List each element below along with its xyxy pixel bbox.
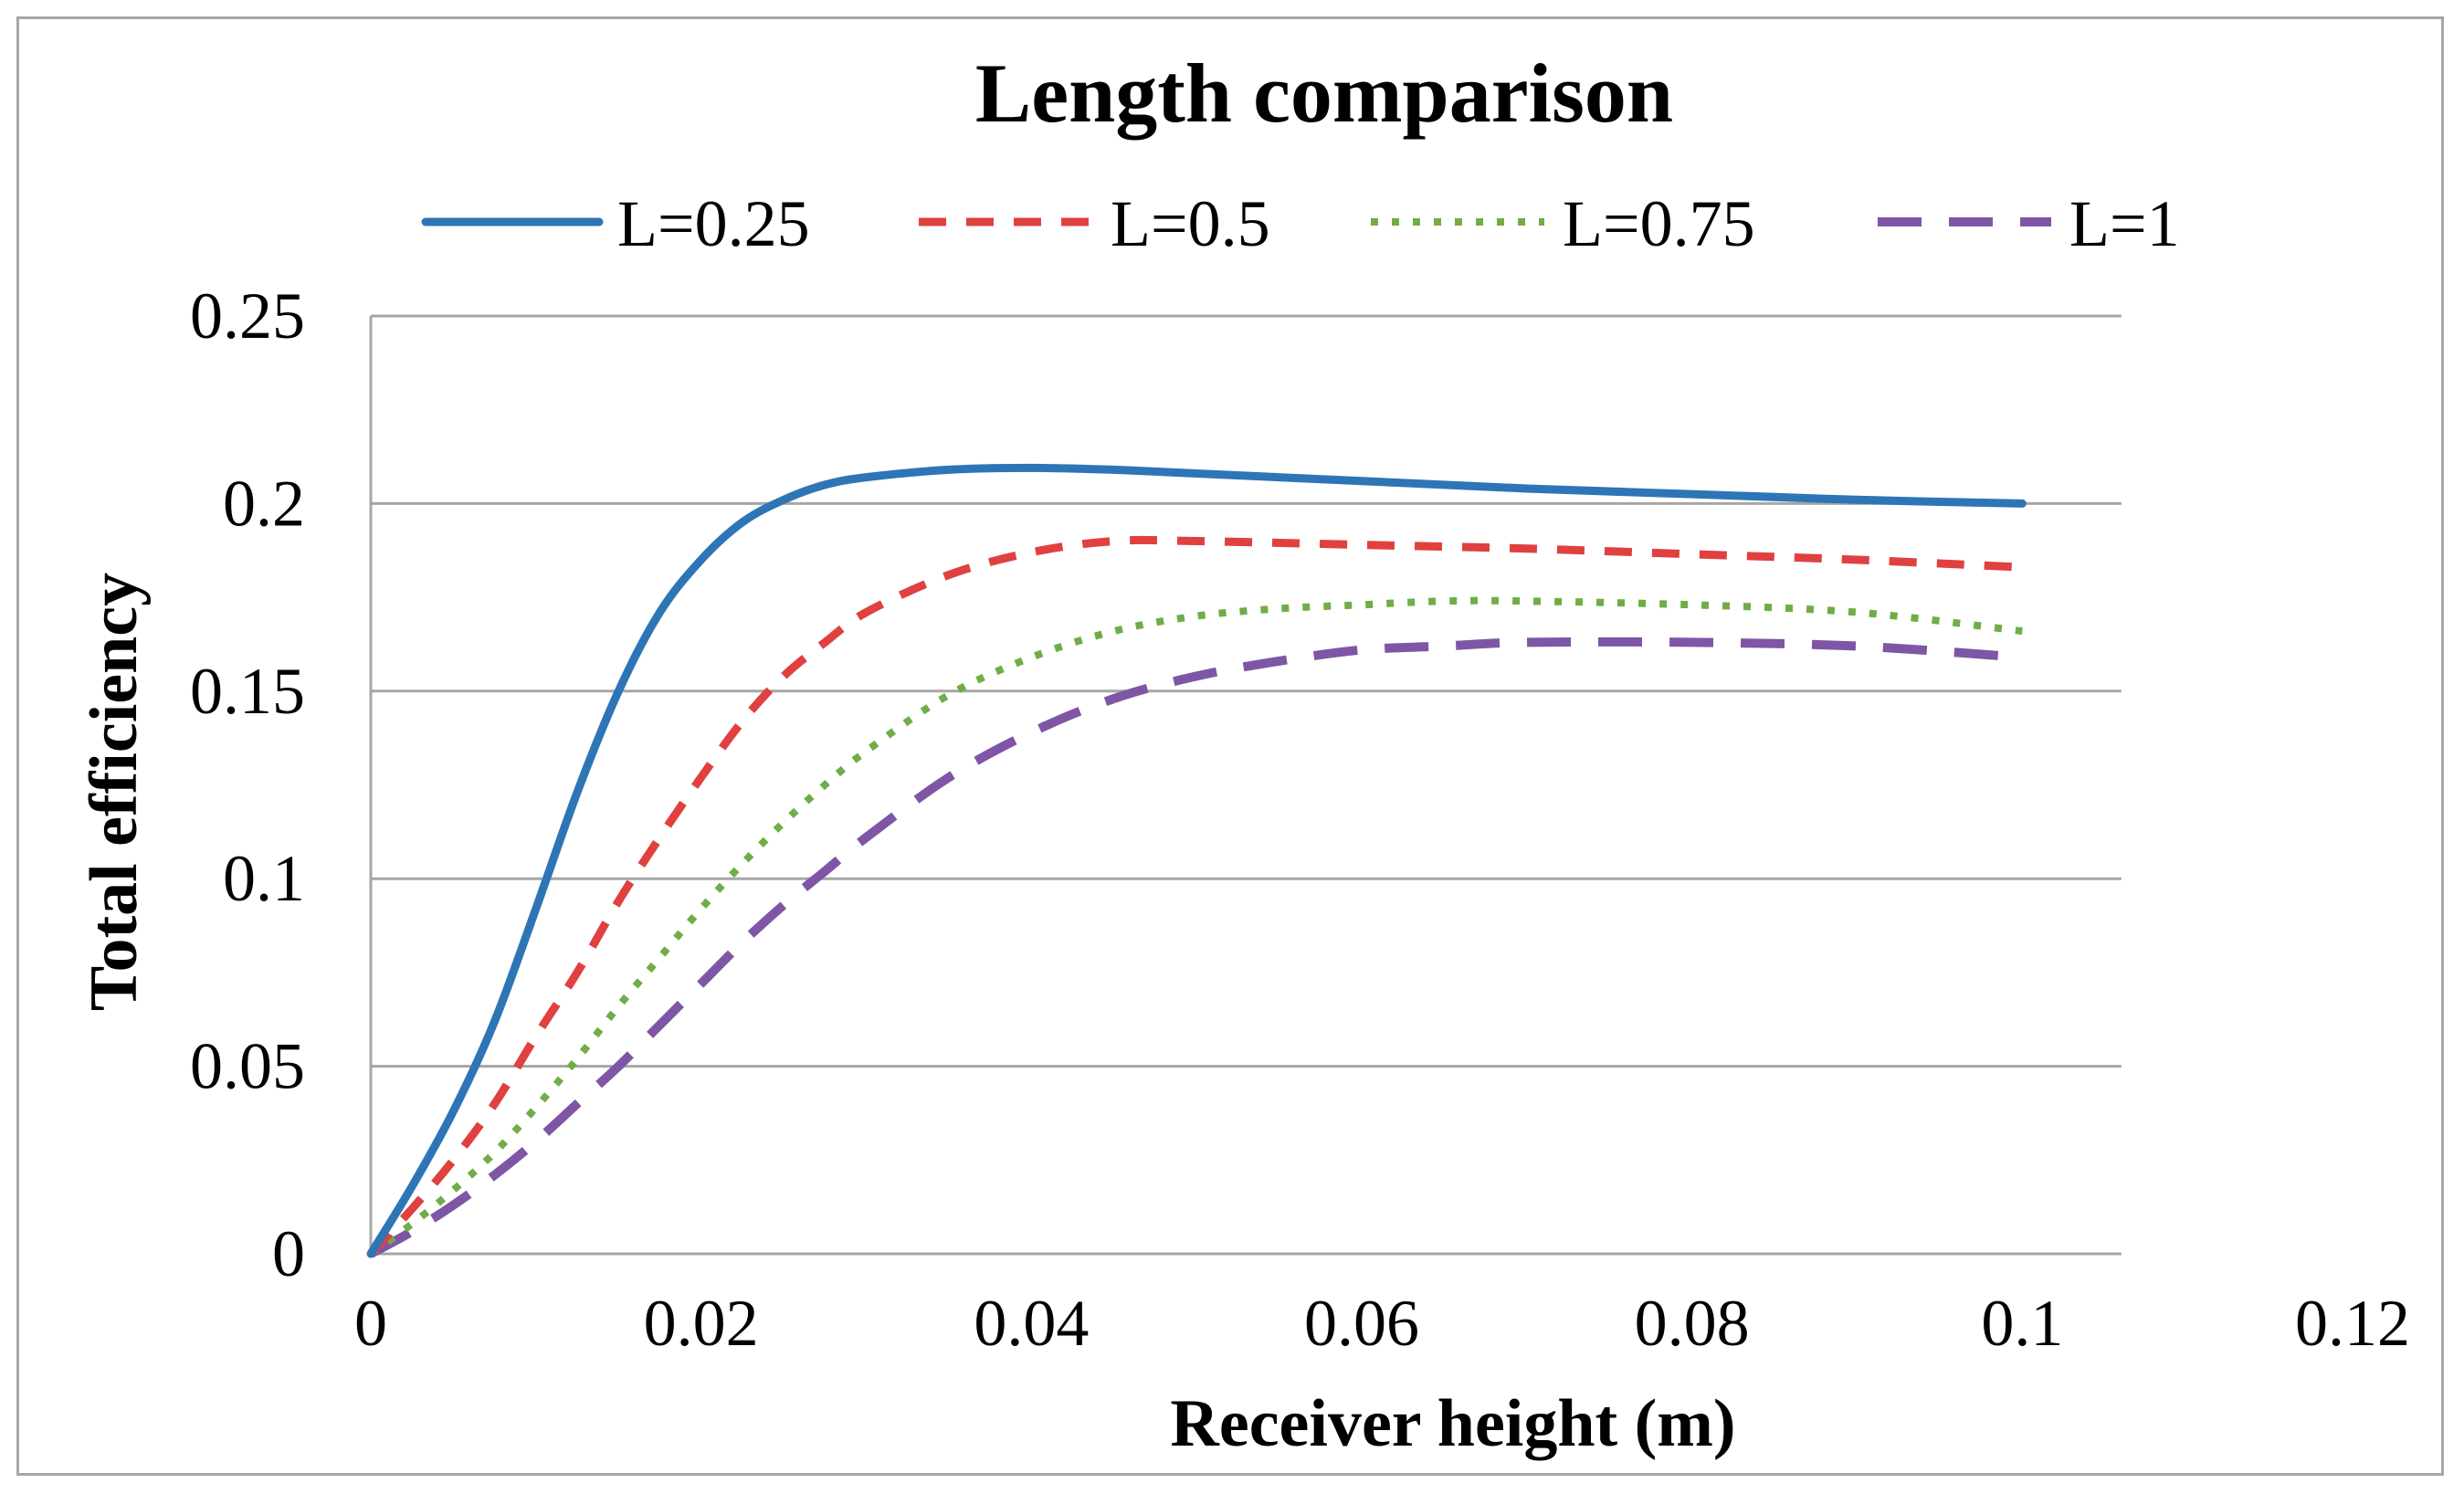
x-axis-ticks: 0 0.02 0.04 0.06 0.08 0.1 0.12 [354, 1287, 2410, 1360]
legend[interactable]: L=0.25 L=0.5 L=0.75 L=1 [421, 187, 2180, 260]
x-tick-label: 0.12 [2295, 1287, 2410, 1360]
legend-item[interactable]: L=0.5 [919, 187, 1270, 260]
legend-label: L=0.25 [617, 187, 810, 260]
legend-item[interactable]: L=1 [1878, 187, 2180, 260]
y-tick-label: 0 [272, 1217, 305, 1290]
series-line-l-1 [368, 637, 2023, 1258]
series-line-l-0-25 [366, 463, 2027, 1258]
x-tick-label: 0 [354, 1287, 387, 1360]
legend-label: L=0.75 [1563, 187, 1755, 260]
x-tick-label: 0.04 [974, 1287, 1089, 1360]
x-tick-label: 0.06 [1304, 1287, 1419, 1360]
x-tick-label: 0.1 [1981, 1287, 2063, 1360]
y-tick-label: 0.15 [190, 655, 305, 728]
chart-title: Length comparison [975, 47, 1673, 140]
legend-label: L=1 [2069, 187, 2180, 260]
chart-frame: Length comparison L=0.25 L=0.5 L=0.75 L=1 0… [16, 16, 2444, 1476]
x-tick-label: 0.02 [644, 1287, 759, 1360]
x-tick-label: 0.08 [1635, 1287, 1750, 1360]
legend-label: L=0.5 [1111, 187, 1270, 260]
series-lines [366, 463, 2027, 1258]
x-axis-title: Receiver height (m) [1170, 1386, 1735, 1461]
y-axis-title: Total efficiency [77, 573, 152, 1011]
y-tick-label: 0.25 [190, 279, 305, 352]
legend-item[interactable]: L=0.25 [421, 187, 810, 260]
series-line-l-0-5 [367, 535, 2023, 1257]
y-axis-ticks: 0 0.05 0.1 0.15 0.2 0.25 [190, 279, 305, 1290]
line-chart: Length comparison L=0.25 L=0.5 L=0.75 L=1 0… [77, 47, 2410, 1461]
legend-item[interactable]: L=0.75 [1371, 187, 1755, 260]
gridlines [371, 314, 2122, 1068]
axes [369, 316, 2122, 1256]
y-tick-label: 0.2 [223, 467, 305, 540]
y-tick-label: 0.05 [190, 1030, 305, 1103]
y-tick-label: 0.1 [223, 842, 305, 915]
